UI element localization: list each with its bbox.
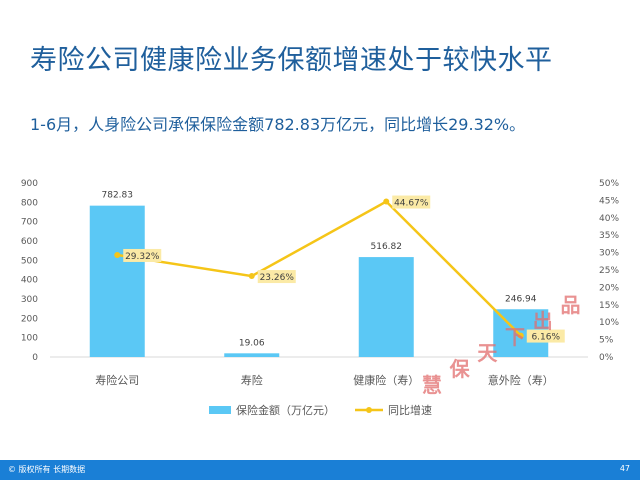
watermark-char: 慧 bbox=[421, 373, 442, 398]
growth-data-labels: 29.32% 23.26% 44.67% 6.16% bbox=[123, 195, 565, 343]
combo-chart: 0 100 200 300 400 500 600 700 800 900 0% 5% 10% 15% 2… bbox=[21, 179, 620, 417]
left-tick-label: 200 bbox=[21, 314, 38, 324]
left-tick-label: 0 bbox=[32, 353, 38, 363]
right-tick-label: 35% bbox=[599, 231, 619, 241]
footer-bar bbox=[0, 460, 640, 480]
slide-title: 寿险公司健康险业务保额增速处于较快水平 bbox=[30, 45, 553, 76]
legend-bar-swatch bbox=[209, 406, 231, 414]
line-value-label: 6.16% bbox=[531, 333, 560, 343]
line-point bbox=[517, 332, 524, 339]
left-tick-label: 600 bbox=[21, 237, 38, 247]
bar-value-label: 246.94 bbox=[505, 294, 537, 304]
bar bbox=[224, 353, 280, 357]
category-labels: 寿险公司 寿险 健康险（寿） 意外险（寿） bbox=[95, 373, 554, 387]
right-tick-label: 40% bbox=[599, 214, 619, 224]
right-tick-label: 50% bbox=[599, 179, 619, 189]
growth-line bbox=[117, 199, 522, 337]
watermark-char: 天 bbox=[477, 341, 498, 366]
legend-bar-label: 保险金额（万亿元） bbox=[236, 403, 335, 417]
left-tick-label: 400 bbox=[21, 276, 38, 286]
right-tick-label: 10% bbox=[599, 318, 619, 328]
line-label-box bbox=[392, 195, 431, 209]
category-label: 寿险公司 bbox=[95, 373, 139, 387]
chart-legend: 保险金额（万亿元） 同比增速 bbox=[209, 403, 432, 417]
bar-data-labels: 782.83 19.06 516.82 246.94 bbox=[102, 191, 537, 349]
watermark-char: 下 bbox=[505, 325, 526, 350]
watermark-char: 品 bbox=[560, 293, 581, 318]
line-point bbox=[248, 273, 255, 280]
right-tick-label: 15% bbox=[599, 301, 619, 311]
growth-line-points bbox=[114, 198, 524, 339]
left-tick-label: 100 bbox=[21, 334, 38, 344]
category-label: 健康险（寿） bbox=[353, 373, 419, 387]
right-tick-label: 5% bbox=[599, 336, 614, 346]
footer-copyright: © 版权所有 长期数据 bbox=[8, 465, 86, 474]
line-value-label: 29.32% bbox=[125, 252, 160, 262]
line-value-label: 23.26% bbox=[260, 273, 295, 283]
line-label-box bbox=[257, 270, 296, 284]
watermark-char: 出 bbox=[532, 309, 553, 334]
category-label: 寿险 bbox=[241, 373, 263, 387]
bar bbox=[358, 257, 414, 357]
line-label-box bbox=[123, 248, 162, 262]
line-value-label: 44.67% bbox=[394, 199, 429, 209]
bar-value-label: 19.06 bbox=[239, 338, 265, 348]
bar bbox=[89, 205, 145, 357]
slide-subtitle: 1-6月，人身险公司承保保险金额782.83万亿元，同比增长29.32%。 bbox=[30, 115, 526, 134]
right-tick-label: 30% bbox=[599, 249, 619, 259]
line-point bbox=[383, 198, 390, 205]
category-label: 意外险（寿） bbox=[488, 373, 554, 387]
left-tick-label: 800 bbox=[21, 198, 38, 208]
left-tick-label: 500 bbox=[21, 256, 38, 266]
line-label-box bbox=[526, 329, 565, 343]
right-tick-label: 20% bbox=[599, 283, 619, 293]
right-axis-ticks: 0% 5% 10% 15% 20% 25% 30% 35% 40% 45% 50% bbox=[599, 179, 619, 363]
left-tick-label: 700 bbox=[21, 218, 38, 228]
left-axis-ticks: 0 100 200 300 400 500 600 700 800 900 bbox=[21, 179, 38, 363]
right-tick-label: 45% bbox=[599, 196, 619, 206]
bar-value-label: 782.83 bbox=[102, 191, 134, 201]
page-number: 47 bbox=[619, 464, 630, 473]
bar-value-label: 516.82 bbox=[371, 242, 403, 252]
left-tick-label: 900 bbox=[21, 179, 38, 189]
legend-line-marker bbox=[366, 407, 372, 413]
bar-series bbox=[89, 205, 549, 357]
right-tick-label: 0% bbox=[599, 353, 614, 363]
watermark-char: 保 bbox=[449, 357, 470, 382]
right-tick-label: 25% bbox=[599, 266, 619, 276]
left-tick-label: 300 bbox=[21, 295, 38, 305]
line-point bbox=[114, 251, 121, 258]
legend-line-label: 同比增速 bbox=[388, 403, 432, 417]
